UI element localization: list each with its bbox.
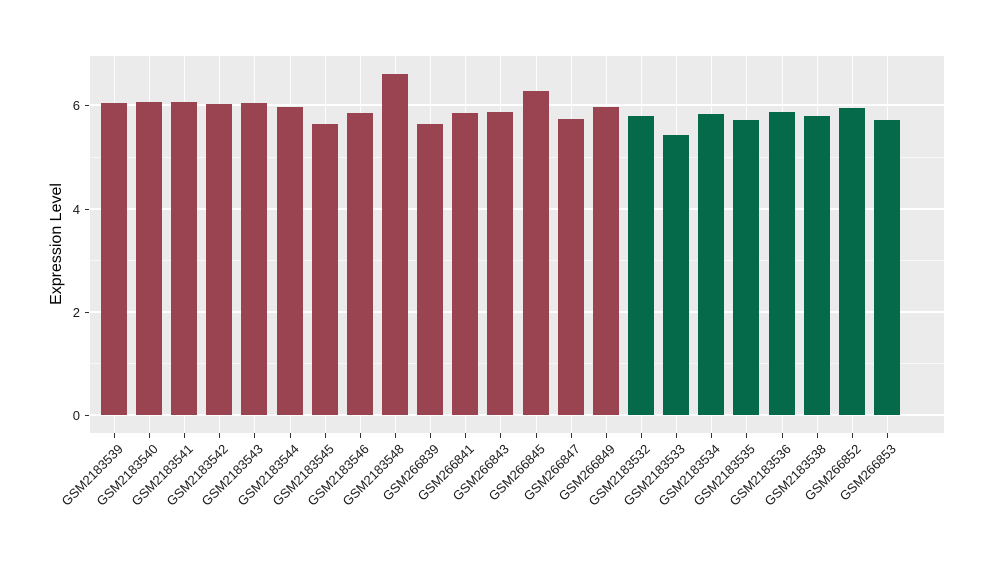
bar-GSM2183535 — [733, 119, 760, 415]
bar-GSM266853 — [873, 119, 900, 415]
bar-GSM2183544 — [276, 106, 303, 415]
plot-panel — [90, 56, 944, 433]
x-tick-mark-GSM2183534 — [711, 433, 713, 438]
bar-GSM2183534 — [698, 113, 725, 415]
bar-GSM266847 — [557, 119, 584, 415]
x-tick-mark-GSM2183533 — [676, 433, 678, 438]
bar-GSM2183536 — [768, 111, 795, 415]
x-tick-mark-GSM2183542 — [219, 433, 221, 438]
x-tick-mark-GSM2183546 — [359, 433, 361, 438]
y-tick-label-0: 0 — [72, 408, 80, 423]
x-tick-mark-GSM266847 — [570, 433, 572, 438]
bar-GSM2183545 — [311, 123, 338, 415]
gridline-minor-y1 — [90, 363, 944, 365]
x-tick-mark-GSM2183536 — [781, 433, 783, 438]
bar-GSM266841 — [452, 112, 479, 415]
gridline-major-y2 — [90, 310, 944, 313]
x-tick-mark-GSM2183538 — [816, 433, 818, 438]
x-tick-mark-GSM2183535 — [746, 433, 748, 438]
x-tick-mark-GSM2183541 — [184, 433, 186, 438]
bar-GSM2183533 — [663, 134, 690, 415]
y-tick-label-6: 6 — [72, 98, 80, 114]
bar-GSM2183538 — [803, 116, 830, 415]
y-tick-mark-6 — [85, 105, 89, 107]
bar-GSM2183539 — [100, 103, 127, 415]
x-tick-mark-GSM266845 — [535, 433, 537, 438]
x-tick-mark-GSM2183539 — [113, 433, 115, 438]
gridline-minor-y5 — [90, 157, 944, 158]
y-axis-title: Expression Level — [48, 183, 65, 305]
x-tick-mark-GSM2183545 — [324, 433, 326, 438]
x-tick-mark-GSM266849 — [605, 433, 607, 438]
y-tick-mark-2 — [85, 311, 89, 313]
y-tick-mark-0 — [85, 415, 89, 416]
x-tick-mark-GSM266839 — [430, 433, 432, 438]
gridline-major-y4 — [90, 207, 944, 210]
y-tick-label-2: 2 — [72, 304, 80, 320]
gridline-major-y6 — [90, 104, 944, 107]
bar-GSM2183541 — [171, 101, 198, 415]
y-tick-label-4: 4 — [72, 201, 80, 217]
bar-GSM266849 — [592, 106, 619, 415]
x-tick-mark-GSM2183544 — [289, 433, 291, 438]
bar-GSM2183532 — [627, 115, 654, 415]
bar-GSM2183542 — [206, 103, 233, 415]
x-tick-mark-GSM266841 — [465, 433, 467, 438]
gridline-minor-y3 — [90, 260, 944, 262]
bar-GSM2183540 — [135, 101, 162, 415]
bar-GSM2183543 — [241, 103, 268, 415]
bar-GSM266839 — [417, 123, 444, 415]
x-tick-mark-GSM2183548 — [394, 433, 396, 438]
gridline-major-y0 — [90, 414, 944, 416]
bar-GSM2183546 — [346, 113, 373, 415]
bar-GSM266852 — [838, 107, 865, 415]
x-tick-mark-GSM266853 — [886, 433, 888, 438]
x-tick-mark-GSM266852 — [851, 433, 853, 438]
x-tick-mark-GSM2183543 — [254, 433, 256, 438]
bar-GSM266845 — [522, 90, 549, 415]
y-tick-mark-4 — [85, 208, 89, 210]
bar-GSM266843 — [487, 111, 514, 415]
x-tick-mark-GSM266843 — [500, 433, 502, 438]
x-tick-mark-GSM2183540 — [148, 433, 150, 438]
x-tick-mark-GSM2183532 — [640, 433, 642, 438]
bar-GSM2183548 — [381, 73, 408, 415]
